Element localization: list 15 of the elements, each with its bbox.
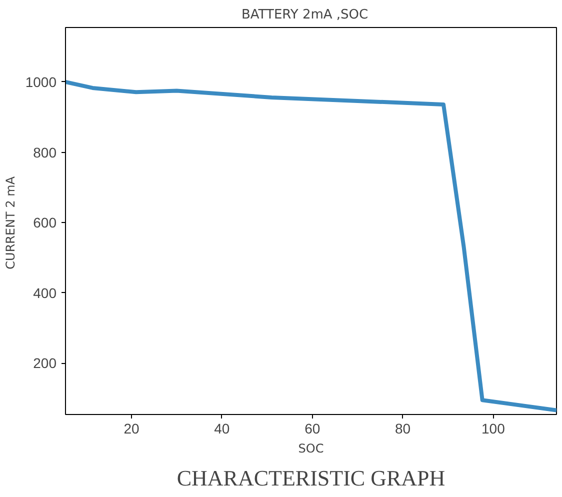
x-tick-label: 80 [394, 420, 411, 436]
y-tick-label: 200 [33, 355, 57, 372]
y-axis-title: CURRENT 2 mA [3, 176, 18, 270]
x-tick-label: 20 [124, 420, 140, 436]
y-tick-label: 600 [33, 214, 57, 231]
text: CHARACTERISTIC GRAPH [176, 466, 446, 490]
y-tick-label: 800 [33, 144, 57, 160]
x-tick-label: 60 [304, 420, 320, 436]
y-tick-label: 1000 [25, 74, 57, 90]
y-tick-label: 400 [33, 284, 57, 301]
x-tick-label: 40 [214, 420, 230, 436]
chart-title: BATTERY 2mA ,SOC [242, 8, 368, 22]
line-series [66, 80, 556, 412]
x-tick-label: 100 [482, 420, 506, 436]
x-axis-title: SOC [298, 442, 324, 456]
